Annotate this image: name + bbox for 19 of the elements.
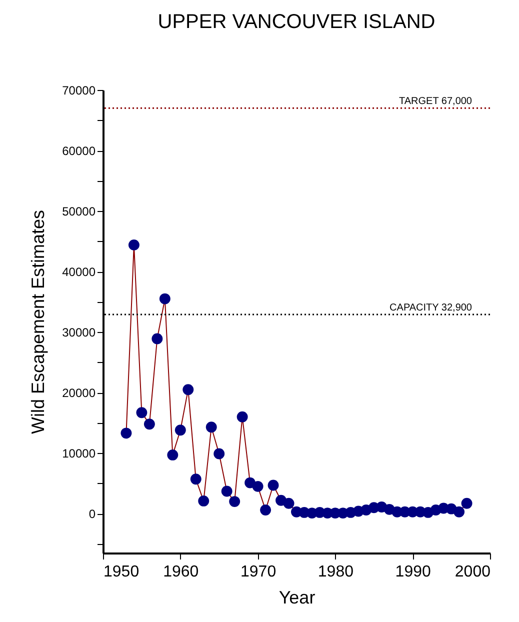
x-tick-label: 2000	[454, 564, 491, 580]
y-tick-label: 0	[88, 507, 96, 522]
y-tick-label: 40000	[62, 265, 96, 280]
x-tick-label: 1990	[395, 564, 431, 580]
x-tick-label: 1950	[104, 564, 140, 580]
chart-title: UPPER VANCOUVER ISLAND	[158, 11, 436, 33]
y-tick-label: 10000	[62, 446, 96, 461]
x-tick-label: 1970	[240, 564, 276, 580]
y-tick-label: 70000	[62, 84, 96, 98]
ref-line-label: CAPACITY 32,900	[390, 302, 472, 314]
ref-line-label: TARGET 67,000	[399, 96, 472, 108]
x-tick-label: 1960	[163, 564, 199, 580]
y-tick-label: 60000	[62, 144, 96, 158]
y-tick-label: 20000	[62, 386, 96, 400]
x-axis-title: Year	[278, 588, 316, 608]
y-tick-label: 30000	[62, 326, 96, 340]
y-tick-label: 50000	[62, 204, 96, 219]
x-tick-label: 1980	[318, 564, 354, 580]
y-axis-title: Wild Escapement Estimates	[28, 210, 48, 434]
